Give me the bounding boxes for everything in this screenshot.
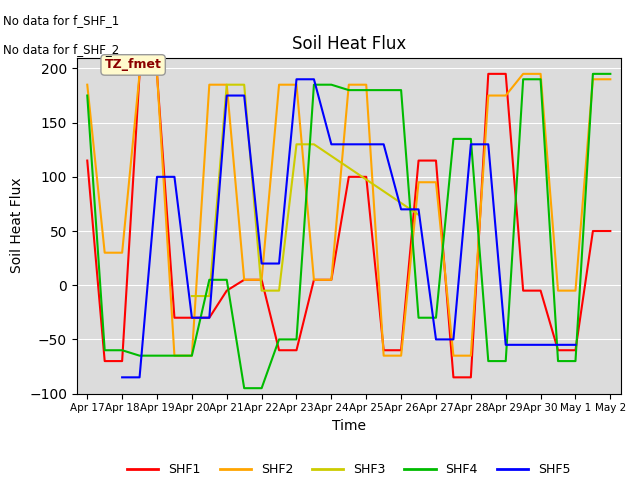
Title: Soil Heat Flux: Soil Heat Flux [292, 35, 406, 53]
Y-axis label: Soil Heat Flux: Soil Heat Flux [10, 178, 24, 274]
Legend: SHF1, SHF2, SHF3, SHF4, SHF5: SHF1, SHF2, SHF3, SHF4, SHF5 [122, 458, 575, 480]
Text: No data for f_SHF_2: No data for f_SHF_2 [3, 43, 120, 56]
Text: No data for f_SHF_1: No data for f_SHF_1 [3, 14, 120, 27]
X-axis label: Time: Time [332, 419, 366, 433]
Text: TZ_fmet: TZ_fmet [105, 59, 161, 72]
